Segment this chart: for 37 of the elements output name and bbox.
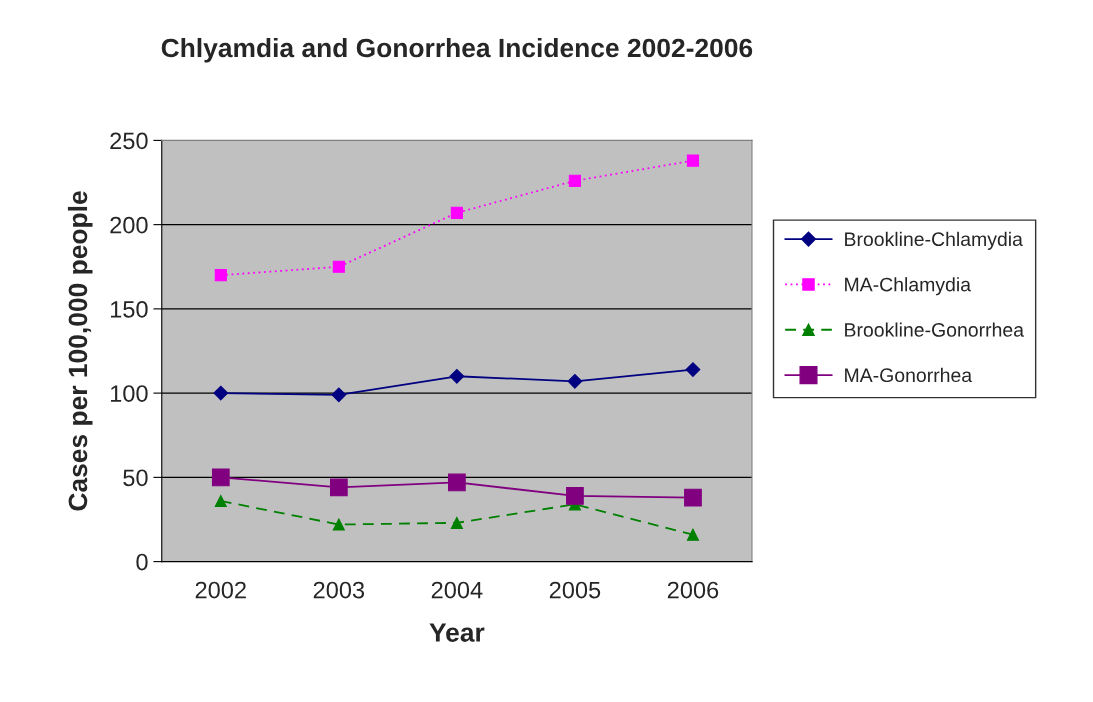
legend-label: Brookline-Gonorrhea xyxy=(845,322,1025,337)
x-tick-label: 2005 xyxy=(549,581,601,599)
point xyxy=(214,269,227,282)
point xyxy=(684,488,702,507)
point xyxy=(331,387,347,403)
y-tick-label: 50 xyxy=(123,469,148,487)
x-axis-title: Year xyxy=(429,623,485,642)
x-tick-label: 2004 xyxy=(431,581,483,599)
point xyxy=(329,478,348,497)
point xyxy=(685,362,701,377)
legend-label: Brookline-Chlamydia xyxy=(845,231,1023,250)
y-tick-label: 150 xyxy=(110,300,148,318)
chart-title: Chlyamdia and Gonorrhea Incidence 2002-2006 xyxy=(161,37,753,63)
legend-label: MA-Chlamydia xyxy=(845,277,972,296)
point xyxy=(567,373,583,389)
x-tick-label: 2002 xyxy=(195,581,246,599)
x-tick-label: 2006 xyxy=(667,581,719,599)
point xyxy=(332,518,345,531)
point xyxy=(450,516,463,529)
x-tick-label: 2003 xyxy=(313,581,365,599)
point xyxy=(448,473,466,492)
point xyxy=(449,368,465,384)
y-tick-label: 0 xyxy=(136,553,148,571)
point xyxy=(686,154,700,167)
point xyxy=(213,385,229,401)
y-axis-title: Cases per 100,000 people xyxy=(67,191,93,511)
y-tick-label: 100 xyxy=(110,385,148,402)
point xyxy=(214,494,227,508)
y-tick-label: 250 xyxy=(110,132,148,150)
y-tick-label: 200 xyxy=(110,216,148,234)
point xyxy=(686,528,700,541)
point xyxy=(568,174,581,187)
legend-label: MA-Gonorrhea xyxy=(845,367,973,383)
point xyxy=(450,206,463,219)
point xyxy=(566,487,584,505)
point xyxy=(332,260,345,273)
point xyxy=(211,468,230,487)
